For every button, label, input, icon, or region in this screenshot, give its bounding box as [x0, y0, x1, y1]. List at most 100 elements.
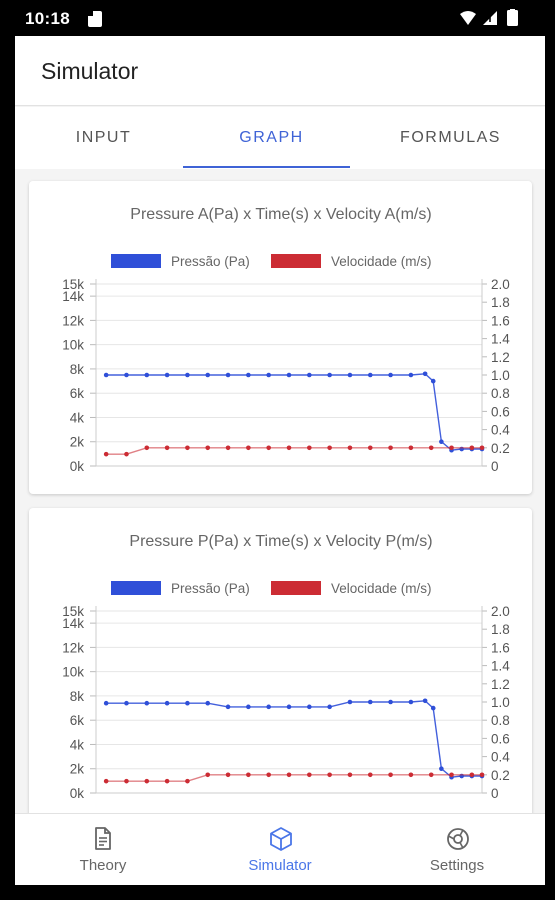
data-point — [185, 700, 190, 706]
y-left-tick-label: 2k — [70, 435, 85, 450]
legend-label-1: Velocidade (m/s) — [331, 581, 432, 596]
status-icons — [460, 9, 518, 26]
y-right-tick-label: 1.2 — [491, 350, 510, 365]
status-bar: 10:18 — [0, 0, 555, 36]
status-time: 10:18 — [25, 9, 70, 28]
y-left-tick-label: 10k — [62, 665, 84, 680]
data-point — [479, 772, 485, 778]
data-point — [439, 439, 444, 445]
y-right-tick-label: 0.4 — [491, 423, 510, 438]
data-point — [266, 445, 271, 451]
y-right-tick-label: 0.8 — [491, 386, 510, 401]
data-point — [246, 772, 251, 778]
sd-card-icon — [88, 11, 102, 27]
nav-simulator[interactable]: Simulator — [192, 814, 368, 885]
data-point — [286, 445, 292, 451]
tab-input[interactable]: INPUT — [75, 129, 132, 146]
app-bar: Simulator — [15, 36, 545, 106]
data-point — [367, 372, 373, 378]
data-point — [347, 699, 353, 705]
data-point — [449, 445, 454, 451]
data-point — [367, 445, 373, 451]
nav-settings[interactable]: Settings — [369, 814, 545, 885]
data-point — [124, 700, 129, 706]
y-right-tick-label: 0.2 — [491, 768, 510, 783]
data-point — [408, 772, 414, 778]
legend-swatch-0 — [111, 254, 161, 268]
y-right-tick-label: 0.6 — [491, 731, 510, 746]
data-point — [347, 445, 353, 451]
data-point — [266, 772, 271, 778]
data-point — [388, 445, 393, 451]
y-right-tick-label: 0.6 — [491, 404, 510, 419]
y-left-tick-label: 0k — [70, 786, 85, 801]
y-left-tick-label: 14k — [62, 289, 84, 304]
data-point — [422, 371, 428, 377]
y-right-tick-label: 1.6 — [491, 640, 510, 655]
y-left-tick-label: 15k — [62, 277, 84, 292]
data-point — [327, 372, 332, 378]
data-point — [327, 704, 332, 710]
data-point — [286, 372, 292, 378]
data-point — [327, 772, 332, 778]
app-screen: Simulator INPUT GRAPH FORMULAS Pressure … — [15, 0, 545, 885]
data-point — [103, 700, 109, 706]
data-point — [307, 772, 312, 778]
data-point — [367, 699, 373, 705]
data-point — [449, 772, 454, 778]
y-right-tick-label: 1.2 — [491, 677, 510, 692]
data-point — [307, 445, 312, 451]
app-title: Simulator — [41, 58, 139, 84]
legend-label-1: Velocidade (m/s) — [331, 254, 432, 269]
data-point — [246, 704, 251, 710]
pressure-p-chart: Pressure P(Pa) x Time(s) x Velocity P(m/… — [62, 533, 510, 801]
tab-indicator — [183, 166, 350, 168]
legend-swatch-1 — [271, 581, 321, 595]
graph-content[interactable]: Pressure A(Pa) x Time(s) x Velocity A(m/… — [15, 169, 545, 813]
data-point — [164, 372, 170, 378]
data-point — [266, 704, 271, 710]
y-right-tick-label: 1.0 — [491, 695, 510, 710]
y-right-tick-label: 1.8 — [491, 622, 510, 637]
cube-icon — [270, 827, 292, 851]
nav-theory[interactable]: Theory — [15, 814, 191, 885]
data-point — [469, 445, 475, 451]
y-left-tick-label: 6k — [70, 386, 85, 401]
legend-label-0: Pressão (Pa) — [171, 254, 250, 269]
y-left-tick-label: 0k — [70, 459, 85, 474]
y-left-tick-label: 8k — [70, 689, 85, 704]
nav-settings-label: Settings — [429, 857, 485, 874]
data-point — [205, 372, 211, 378]
y-right-tick-label: 1.8 — [491, 295, 510, 310]
y-left-tick-label: 10k — [62, 338, 84, 353]
legend-swatch-1 — [271, 254, 321, 268]
data-point — [185, 445, 190, 451]
data-point — [388, 372, 393, 378]
pressure-p-chart-card: Pressure P(Pa) x Time(s) x Velocity P(m/… — [29, 508, 532, 813]
bottom-navigation: Theory Simulator Settings — [15, 813, 545, 885]
data-point — [430, 705, 436, 711]
tab-graph[interactable]: GRAPH — [239, 129, 304, 146]
data-point — [103, 451, 109, 457]
y-right-tick-label: 1.6 — [491, 313, 510, 328]
data-point — [479, 445, 485, 451]
data-point — [408, 699, 414, 705]
data-point — [225, 372, 231, 378]
data-point — [144, 372, 150, 378]
y-right-tick-label: 2.0 — [491, 277, 510, 292]
data-point — [124, 778, 129, 784]
data-point — [225, 704, 231, 710]
data-point — [185, 372, 190, 378]
data-point — [246, 372, 251, 378]
data-point — [164, 778, 170, 784]
data-point — [205, 445, 211, 451]
tab-formulas[interactable]: FORMULAS — [400, 129, 501, 146]
data-point — [225, 445, 231, 451]
settings-icon — [447, 828, 469, 850]
data-point — [124, 451, 129, 457]
data-point — [103, 372, 109, 378]
pressure-a-chart: Pressure A(Pa) x Time(s) x Velocity A(m/… — [62, 206, 510, 474]
data-point — [124, 372, 129, 378]
data-point — [367, 772, 373, 778]
y-left-tick-label: 8k — [70, 362, 85, 377]
